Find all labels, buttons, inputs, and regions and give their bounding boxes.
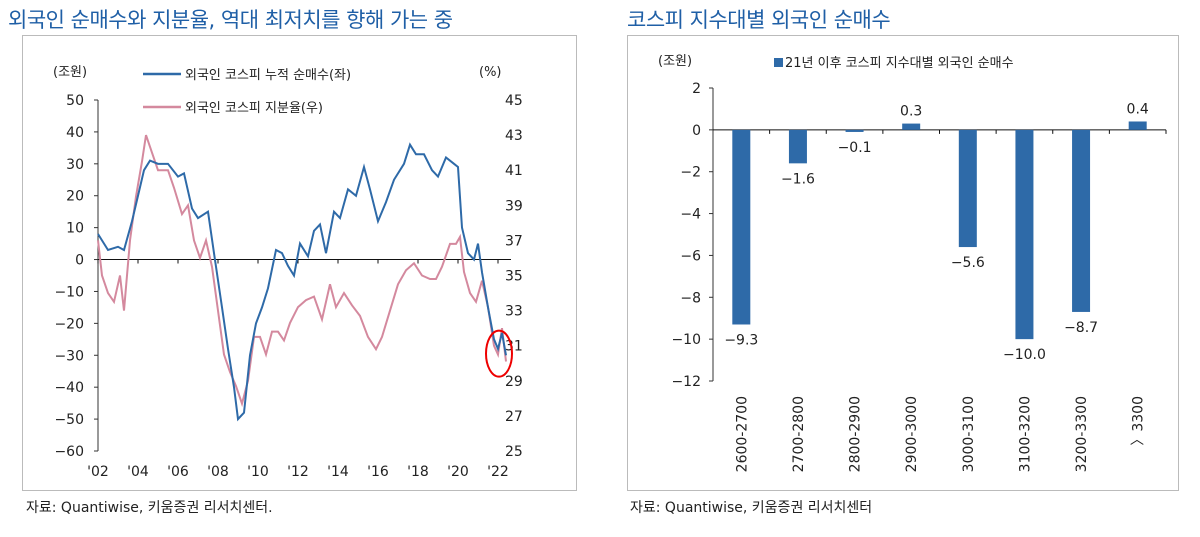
y-tick-label: 0 (692, 123, 701, 139)
y-tick-label: 2 (692, 81, 701, 97)
y-tick-label-right: 29 (505, 374, 523, 390)
right-chart-title: 코스피 지수대별 외국인 순매수 (627, 8, 891, 32)
line-chart: 50 40 30 20 10 0 −10 −20 −30 −40 −50 −60 45 43 41 39 37 3… (53, 65, 523, 480)
y-tick-label-right: 31 (505, 339, 523, 355)
y-tick-label-left: 20 (66, 189, 84, 205)
y-tick-label-right: 27 (505, 409, 523, 425)
y-tick-label-left: −30 (54, 348, 84, 364)
y-tick-label: −4 (680, 207, 701, 223)
legend-label: 외국인 코스피 지분율(우) (185, 101, 323, 116)
y-tick-label: −10 (671, 332, 701, 348)
bar (845, 129, 864, 132)
data-label: −5.6 (951, 255, 985, 271)
legend-label: 외국인 코스피 누적 순매수(좌) (185, 68, 351, 83)
x-tick-label: 2900-3000 (904, 396, 920, 472)
data-label: −0.1 (838, 140, 872, 156)
y-tick-label: −8 (680, 290, 701, 306)
data-label: 0.4 (1127, 101, 1149, 117)
y-tick-label-right: 39 (505, 198, 523, 214)
y-tick-label-right: 41 (505, 163, 523, 179)
y-tick-label-left: 10 (66, 221, 84, 237)
x-tick-label: '18 (407, 464, 429, 480)
x-tick-label: '14 (327, 464, 349, 480)
y-tick-label: −2 (680, 165, 701, 181)
left-axis-unit: (조원) (53, 65, 87, 80)
legend-swatch (774, 58, 783, 67)
x-tick-label: 3200-3300 (1074, 396, 1090, 472)
y-tick-label-left: −10 (54, 284, 84, 300)
bar (732, 129, 751, 325)
x-tick-label: '12 (287, 464, 309, 480)
bar (958, 129, 977, 248)
y-tick-label-right: 37 (505, 233, 523, 249)
bar (1072, 129, 1091, 312)
data-label: −8.7 (1064, 320, 1098, 336)
y-tick-label-right: 45 (505, 93, 523, 109)
x-tick-label: 2800-2900 (848, 396, 864, 472)
y-tick-label-right: 33 (505, 304, 523, 320)
x-tick-label: '08 (207, 464, 229, 480)
x-tick-label: 2600-2700 (734, 396, 750, 472)
data-label: 0.3 (900, 104, 922, 120)
left-source: 자료: Quantiwise, 키움증권 리서치센터. (26, 500, 273, 516)
series-line (97, 134, 507, 408)
series-line (97, 142, 507, 422)
x-tick-label: '22 (487, 464, 509, 480)
y-tick-label-left: 50 (66, 93, 84, 109)
bar (788, 129, 807, 164)
x-tick-label: 3000-3100 (961, 396, 977, 472)
y-tick-label-left: −40 (54, 380, 84, 396)
right-chart-panel: 2 0 −2 −4 −6 −8 −10 −12 −9.3 2600-2700 −1.6 2700-28… (627, 35, 1179, 491)
left-chart-panel: 50 40 30 20 10 0 −10 −20 −30 −40 −50 −60 45 43 41 39 37 3… (22, 35, 577, 491)
data-label: −10.0 (1003, 347, 1046, 363)
y-tick-label-left: 40 (66, 125, 84, 141)
x-tick-label: 3100-3200 (1017, 396, 1033, 472)
bar (1128, 121, 1147, 130)
legend-label: 21년 이후 코스피 지수대별 외국인 순매수 (785, 56, 1014, 71)
x-tick-label: 2700-2800 (791, 396, 807, 472)
y-tick-label-left: 30 (66, 157, 84, 173)
x-tick-label: '20 (447, 464, 469, 480)
x-tick-label: '02 (87, 464, 109, 480)
x-tick-label: '16 (367, 464, 389, 480)
y-tick-label-left: 0 (75, 253, 84, 269)
y-tick-label: −12 (671, 374, 701, 390)
bar-chart: 2 0 −2 −4 −6 −8 −10 −12 −9.3 2600-2700 −1.6 2700-28… (658, 54, 1167, 472)
y-tick-label-right: 43 (505, 128, 523, 144)
annotation-circle (485, 329, 513, 378)
bar (1015, 129, 1034, 340)
x-tick-label: '10 (247, 464, 269, 480)
x-tick-label: 〉3300 (1131, 396, 1147, 446)
right-axis-unit: (%) (479, 65, 502, 80)
y-tick-label-left: −60 (54, 444, 84, 460)
left-chart-title: 외국인 순매수와 지분율, 역대 최저치를 향해 가는 중 (8, 8, 453, 32)
axis-unit: (조원) (658, 54, 692, 69)
right-source: 자료: Quantiwise, 키움증권 리서치센터 (630, 500, 873, 516)
bar (902, 123, 921, 130)
data-label: −9.3 (724, 332, 758, 348)
data-label: −1.6 (781, 171, 815, 187)
y-tick-label: −6 (680, 248, 701, 264)
y-tick-label-left: −50 (54, 412, 84, 428)
y-tick-label-left: −20 (54, 316, 84, 332)
y-tick-label-right: 35 (505, 269, 523, 285)
x-tick-label: '04 (127, 464, 149, 480)
y-tick-label-right: 25 (505, 444, 523, 460)
x-tick-label: '06 (167, 464, 189, 480)
